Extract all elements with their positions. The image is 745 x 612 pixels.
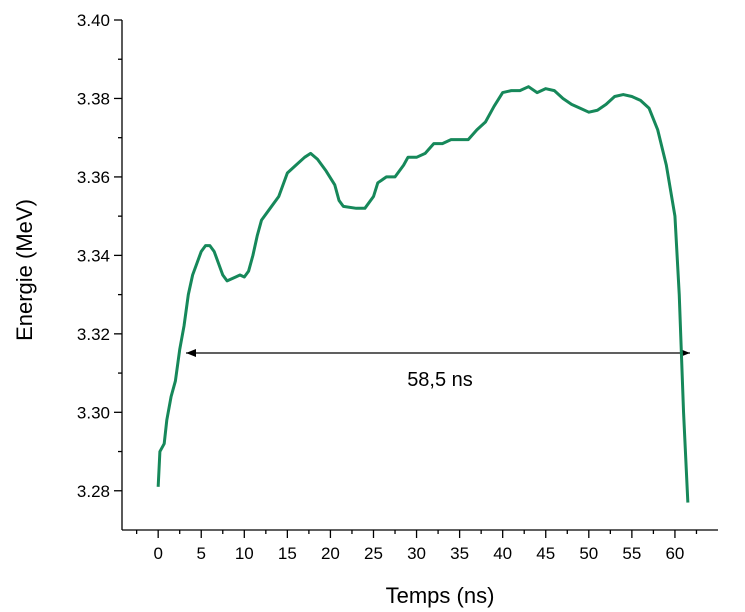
y-axis-label: Energie (MeV): [12, 199, 37, 341]
x-tick-label: 50: [579, 544, 598, 563]
y-tick-label: 3.32: [77, 325, 110, 344]
x-tick-label: 10: [235, 544, 254, 563]
y-tick-label: 3.36: [77, 168, 110, 187]
x-tick-label: 60: [665, 544, 684, 563]
x-tick-label: 0: [153, 544, 162, 563]
y-tick-label: 3.40: [77, 11, 110, 30]
y-tick-label: 3.30: [77, 403, 110, 422]
y-tick-label: 3.38: [77, 89, 110, 108]
y-tick-label: 3.34: [77, 246, 110, 265]
x-tick-label: 15: [278, 544, 297, 563]
annotation: 58,5 ns: [407, 369, 473, 391]
x-tick-label: 45: [536, 544, 555, 563]
x-axis-label: Temps (ns): [386, 583, 495, 608]
x-tick-label: 40: [493, 544, 512, 563]
y-tick-label: 3.28: [77, 482, 110, 501]
x-tick-label: 25: [364, 544, 383, 563]
data-line: [156, 85, 690, 503]
x-tick-label: 30: [407, 544, 426, 563]
x-tick-label: 5: [197, 544, 206, 563]
x-tick-label: 20: [321, 544, 340, 563]
x-tick-label: 35: [450, 544, 469, 563]
x-tick-label: 55: [622, 544, 641, 563]
